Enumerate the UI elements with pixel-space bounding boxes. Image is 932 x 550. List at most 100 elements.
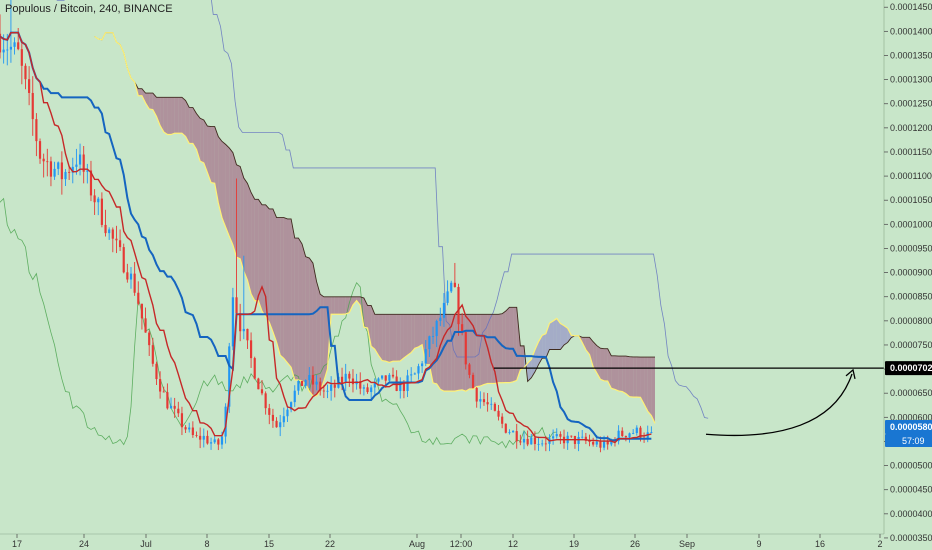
ichimoku-cloud-segment: [644, 357, 648, 412]
ichimoku-cloud-segment: [633, 356, 637, 398]
lagging-span-line: [0, 197, 557, 449]
candle-body: [482, 399, 486, 403]
candle-body: [417, 366, 420, 374]
candle-body: [559, 434, 562, 437]
time-tick-label: 19: [569, 539, 579, 549]
ichimoku-cloud-segment: [513, 307, 517, 382]
candle-body: [421, 363, 424, 367]
candle-body: [6, 49, 9, 51]
ichimoku-cloud-segment: [618, 356, 623, 392]
price-tick-label: 0.0001250: [890, 99, 932, 109]
ichimoku-cloud-segment: [505, 307, 510, 383]
price-tick-label: 0.0000500: [890, 461, 932, 471]
candle-body: [64, 171, 67, 180]
candle-body: [9, 46, 13, 50]
candle-body: [624, 435, 627, 438]
price-tick-label: 0.0001300: [890, 75, 932, 85]
candle-body: [544, 443, 547, 445]
candle-body: [442, 302, 446, 318]
conversion-line: [0, 31, 652, 442]
candle-body: [133, 273, 136, 293]
ichimoku-cloud-segment: [483, 314, 488, 385]
price-tick-label: 0.0000400: [890, 509, 932, 519]
price-tick-label: 0.0000600: [890, 412, 932, 422]
ichimoku-cloud-segment: [174, 97, 179, 134]
candle-body: [621, 430, 624, 436]
projection-arrow: [705, 373, 853, 437]
ichimoku-cloud-segment: [629, 356, 634, 398]
candle-body: [213, 439, 216, 443]
candle-body: [555, 434, 558, 437]
candle-body: [286, 409, 289, 417]
ichimoku-cloud-segment: [553, 318, 557, 350]
ichimoku-cloud-segment: [203, 119, 208, 173]
candle-body: [475, 387, 478, 402]
candle-body: [188, 427, 191, 430]
ichimoku-cloud-segment: [363, 298, 368, 329]
candle-body: [530, 437, 533, 445]
ichimoku-cloud-segment: [338, 296, 343, 315]
candle-body: [322, 390, 325, 392]
candle-body: [140, 303, 144, 319]
candle-body: [402, 383, 406, 392]
time-tick-label: Aug: [409, 539, 425, 549]
time-tick-label: 12:00: [450, 539, 473, 549]
ichimoku-cloud-segment: [458, 314, 463, 391]
candle-body: [384, 375, 387, 381]
candle-body: [60, 162, 63, 180]
ichimoku-cloud-segment: [320, 294, 324, 392]
time-tick-label: 22: [325, 539, 335, 549]
ichimoku-cloud-segment: [312, 263, 317, 396]
candle-body: [228, 346, 231, 407]
candle-body: [515, 431, 518, 442]
current-price-label: 0.0000580: [890, 422, 932, 432]
time-tick-label: 9: [756, 539, 761, 549]
ichimoku-cloud-segment: [564, 325, 568, 345]
ichimoku-cloud-segment: [269, 208, 273, 332]
candle-body: [410, 374, 413, 376]
ichimoku-cloud-segment: [589, 337, 594, 367]
ichimoku-cloud-segment: [509, 307, 514, 383]
ichimoku-cloud-segment: [305, 256, 310, 392]
candle-body: [126, 272, 129, 280]
time-tick-label: 26: [630, 539, 640, 549]
candle-body: [362, 387, 365, 389]
candle-body: [446, 291, 449, 303]
candle-body: [282, 416, 285, 423]
candle-body: [2, 49, 5, 53]
candle-body: [31, 92, 34, 120]
candle-body: [570, 435, 573, 437]
candle-body: [137, 292, 140, 304]
candle-body: [461, 324, 464, 333]
candle-body: [166, 392, 169, 409]
ichimoku-cloud-segment: [516, 307, 521, 381]
ichimoku-cloud-segment: [367, 305, 372, 347]
ichimoku-cloud-segment: [604, 348, 608, 382]
candle-body: [300, 380, 304, 386]
ichimoku-cloud-segment: [382, 314, 386, 362]
candle-body: [308, 375, 311, 381]
ichimoku-cloud-segment: [145, 93, 150, 109]
candle-body: [511, 431, 515, 433]
ichimoku-cloud-segment: [345, 296, 350, 314]
ichimoku-cloud-segment: [403, 314, 408, 358]
candle-body: [319, 381, 322, 391]
candle-body: [344, 373, 347, 383]
ichimoku-cloud-segment: [149, 93, 153, 110]
candle-body: [333, 384, 336, 388]
ichimoku-cloud-segment: [254, 199, 259, 301]
ichimoku-cloud-segment: [414, 314, 419, 349]
candle-body: [220, 436, 224, 445]
candle-body: [257, 378, 260, 390]
candle-body: [457, 286, 460, 325]
time-tick-label: 16: [815, 539, 825, 549]
candle-body: [17, 42, 20, 50]
ichimoku-cloud-segment: [454, 314, 459, 392]
candle-body: [650, 432, 653, 433]
ichimoku-cloud-segment: [549, 320, 554, 350]
candle-body: [75, 164, 78, 167]
candle-body: [115, 238, 118, 241]
ichimoku-cloud-segment: [225, 144, 230, 237]
candle-body: [486, 402, 489, 405]
